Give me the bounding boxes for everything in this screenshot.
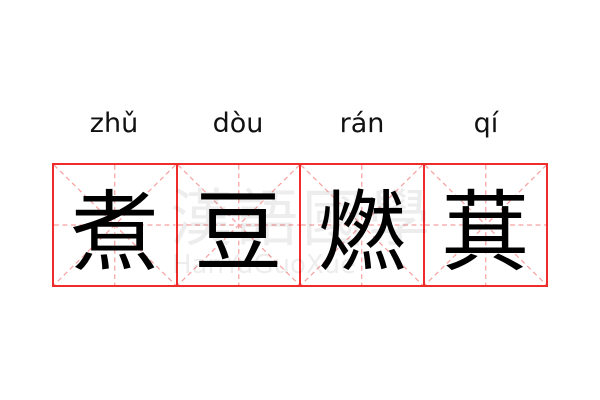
character-cell: 豆 (177, 165, 301, 285)
character: 燃 (317, 180, 406, 284)
pinyin-1: dòu (212, 108, 264, 139)
guide-lines (54, 165, 176, 285)
character-cell: 萁 (424, 165, 546, 285)
watermark: 漢語國學 (170, 182, 435, 255)
character: 豆 (194, 180, 283, 284)
character-cell: 煮 (54, 165, 178, 285)
character-cell: 燃 (301, 165, 425, 285)
character: 萁 (441, 180, 530, 284)
watermark-latin: HanYuGuoXue (172, 250, 357, 280)
character: 煮 (70, 180, 159, 284)
pinyin-3: qí (473, 108, 499, 139)
pinyin-0: zhǔ (89, 108, 139, 139)
pinyin-2: rán (339, 108, 385, 139)
guide-lines (301, 165, 423, 285)
character-grid: 煮 豆 燃 萁 (52, 163, 548, 287)
guide-lines (177, 165, 299, 285)
guide-lines (424, 165, 546, 285)
